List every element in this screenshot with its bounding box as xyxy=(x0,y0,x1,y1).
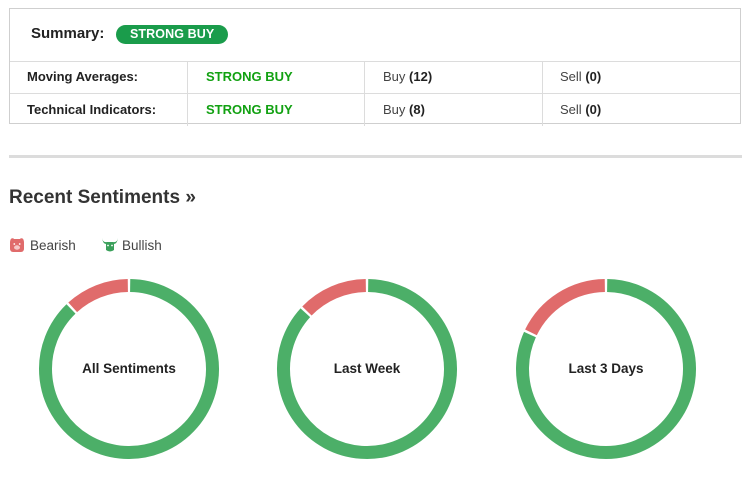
legend-bullish: Bullish xyxy=(101,237,162,253)
bullish-slice xyxy=(516,279,696,459)
legend-bullish-label: Bullish xyxy=(122,237,162,253)
row-name: Technical Indicators: xyxy=(10,94,188,126)
donut-svg xyxy=(277,279,457,459)
bullish-slice xyxy=(277,279,457,459)
recent-sentiments-link[interactable]: Recent Sentiments » xyxy=(9,187,196,208)
legend-bearish: Bearish xyxy=(9,237,76,253)
row-sell: Sell (0) xyxy=(543,61,741,93)
donut-label: All Sentiments xyxy=(82,361,176,376)
bull-icon xyxy=(101,237,118,253)
bear-icon xyxy=(9,237,25,253)
sell-label: Sell xyxy=(560,102,582,117)
bearish-slice xyxy=(525,279,606,336)
legend-bearish-label: Bearish xyxy=(30,237,76,253)
buy-label: Buy xyxy=(383,69,406,84)
bearish-slice xyxy=(302,279,367,316)
summary-badge: STRONG BUY xyxy=(116,25,229,44)
buy-label: Buy xyxy=(383,102,406,117)
section-divider xyxy=(9,155,742,158)
donut-label: Last Week xyxy=(333,361,401,376)
donut-svg xyxy=(516,279,696,459)
row-signal: STRONG BUY xyxy=(188,61,365,93)
donut-svg xyxy=(39,279,219,459)
row-name: Moving Averages: xyxy=(10,61,188,93)
bearish-slice xyxy=(68,279,129,313)
table-row: Moving Averages: STRONG BUY Buy (12) Sel… xyxy=(10,61,740,94)
sell-count: (0) xyxy=(585,69,602,84)
sell-count: (0) xyxy=(585,102,602,117)
sentiment-donut: Last 3 Days xyxy=(514,277,698,461)
technical-summary-box: Summary: STRONG BUY Moving Averages: STR… xyxy=(9,8,741,126)
donut-label: Last 3 Days xyxy=(568,361,644,376)
buy-count: (12) xyxy=(409,69,433,84)
row-sell: Sell (0) xyxy=(543,94,741,126)
table-row: Technical Indicators: STRONG BUY Buy (8)… xyxy=(10,94,740,126)
bullish-slice xyxy=(39,279,219,459)
buy-count: (8) xyxy=(409,102,425,117)
sentiment-donut: Last Week xyxy=(275,277,459,461)
summary-label: Summary: xyxy=(31,25,105,42)
sell-label: Sell xyxy=(560,69,582,84)
sentiment-donut: All Sentiments xyxy=(37,277,221,461)
summary-header: Summary: STRONG BUY xyxy=(10,9,740,62)
row-buy: Buy (8) xyxy=(365,94,543,126)
row-signal: STRONG BUY xyxy=(188,94,365,126)
row-buy: Buy (12) xyxy=(365,61,543,93)
